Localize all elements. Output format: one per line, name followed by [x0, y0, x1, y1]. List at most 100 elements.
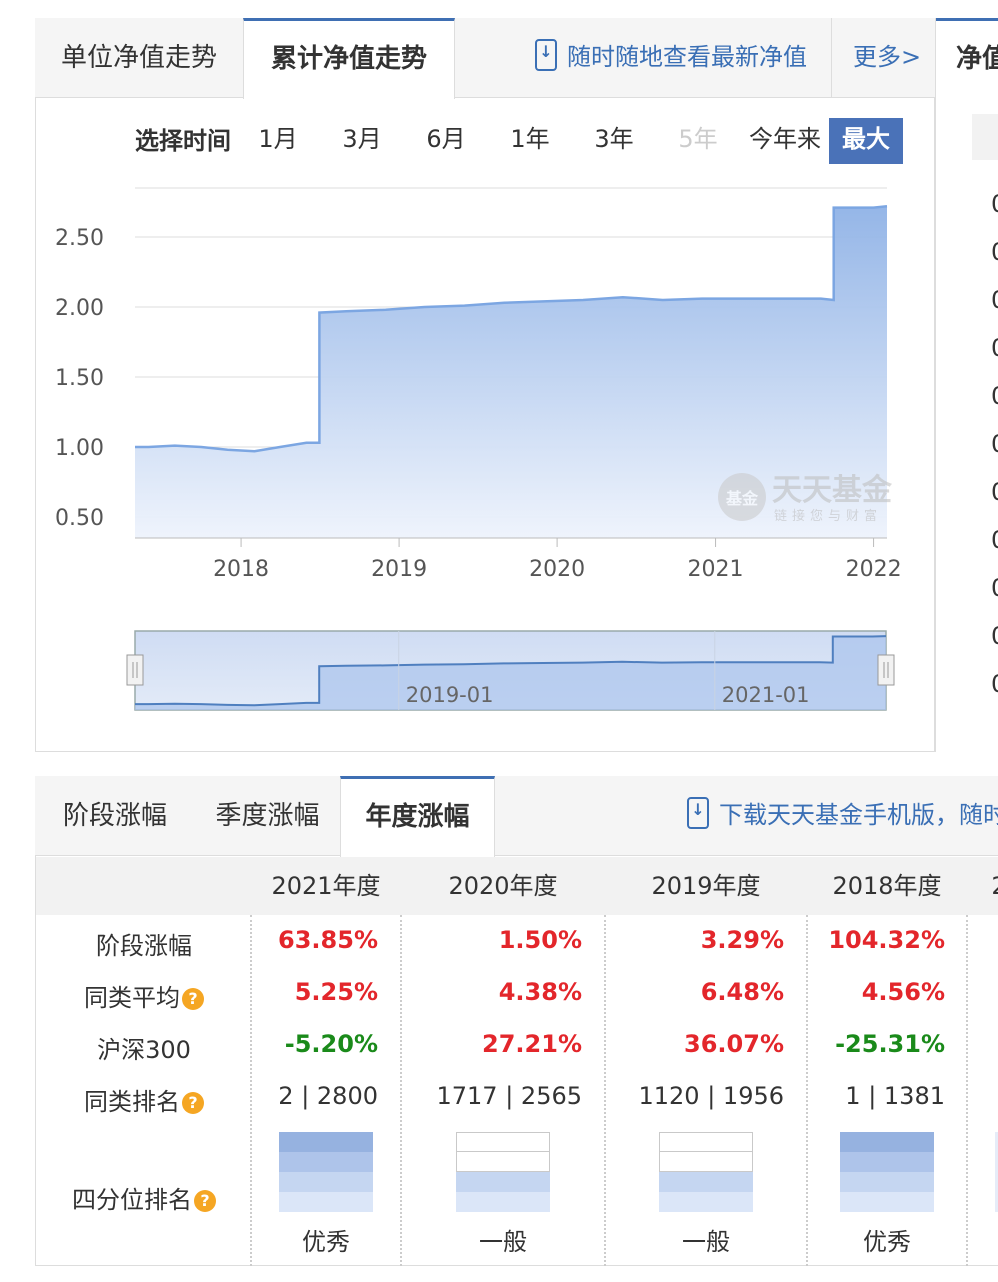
phone-download-icon: [687, 797, 709, 829]
row-label-peer-average: 同类平均?: [44, 978, 244, 1013]
y-tick-label: 1.00: [55, 436, 104, 461]
hs300-2019: 36.07%: [684, 1030, 784, 1058]
peer-rank-2021: 2 | 2800: [278, 1082, 378, 1110]
help-icon[interactable]: ?: [194, 1190, 216, 1212]
navigator-right-handle[interactable]: [877, 654, 895, 686]
returns-tabbar: 阶段涨幅 季度涨幅 年度涨幅 下载天天基金手机版，随时: [35, 776, 998, 857]
mobile-promo-text: 随时随地查看最新净值: [567, 43, 807, 71]
quartile-segment: [659, 1132, 753, 1152]
column-divider: [966, 915, 968, 1266]
nav-history-value: 0: [991, 526, 998, 554]
column-divider: [400, 915, 402, 1266]
quartile-bar-2020: [456, 1132, 550, 1212]
divider: [831, 18, 832, 98]
y-tick-label: 2.00: [55, 296, 104, 321]
column-header-truncated: 2: [984, 857, 998, 915]
tab-stage-returns[interactable]: 阶段涨幅: [62, 801, 167, 831]
quartile-bar-2019: [659, 1132, 753, 1212]
range-3y-button[interactable]: 3年: [594, 125, 634, 153]
nav-history-value: 0: [991, 334, 998, 362]
column-divider: [604, 915, 606, 1266]
quartile-bar-2018: [840, 1132, 934, 1212]
cumulative-nav-chart: 基金 天天基金 链接您与财富 0.50 1.00 1.50 2.00 2.50 2018 2…: [55, 187, 902, 711]
quartile-segment: [840, 1132, 934, 1152]
watermark-logo: [718, 473, 766, 521]
stage-return-2021: 63.85%: [278, 926, 378, 954]
peer-rank-2018: 1 | 1381: [845, 1082, 945, 1110]
quartile-label-2019: 一般: [682, 1228, 730, 1256]
time-selector-label: 选择时间: [135, 127, 231, 155]
range-max-button[interactable]: 最大: [829, 118, 903, 164]
nav-history-value: 0: [991, 574, 998, 602]
watermark-slogan: 链接您与财富: [774, 508, 882, 524]
returns-panel: [35, 776, 998, 1266]
phone-download-icon: [535, 39, 557, 71]
quartile-label-2021: 优秀: [302, 1228, 350, 1256]
y-tick-label: 0.50: [55, 506, 104, 531]
quartile-segment: [279, 1172, 373, 1192]
hs300-2020: 27.21%: [482, 1030, 582, 1058]
stage-return-2018: 104.32%: [828, 926, 945, 954]
nav-history-value: 0: [991, 238, 998, 266]
nav-history-value: 0: [991, 622, 998, 650]
navigator-tick-label: 2021-01: [722, 683, 810, 707]
series-area: [135, 206, 887, 538]
tab-quarterly-returns[interactable]: 季度涨幅: [215, 801, 320, 831]
range-3m-button[interactable]: 3月: [342, 125, 382, 153]
tab-unit-nav[interactable]: 单位净值走势: [60, 43, 217, 73]
quartile-segment: [279, 1152, 373, 1172]
returns-mobile-promo-link[interactable]: 下载天天基金手机版，随时: [687, 776, 998, 856]
peer-average-2018: 4.56%: [861, 978, 945, 1006]
peer-rank-2019: 1120 | 1956: [638, 1082, 785, 1110]
returns-table-header: [36, 857, 998, 915]
navigator-left-handle[interactable]: [126, 654, 144, 686]
mobile-promo-link[interactable]: 随时随地查看最新净值: [535, 18, 807, 98]
y-tick-label: 2.50: [55, 226, 104, 251]
hs300-2021: -5.20%: [284, 1030, 378, 1058]
x-tick-label: 2021: [688, 557, 744, 582]
stage-return-2019: 3.29%: [700, 926, 784, 954]
quartile-segment: [659, 1172, 753, 1192]
range-1y-button[interactable]: 1年: [510, 125, 550, 153]
range-6m-button[interactable]: 6月: [426, 125, 466, 153]
column-divider: [806, 915, 808, 1266]
quartile-label: 四分位排名: [72, 1186, 192, 1214]
quartile-segment: [456, 1152, 550, 1172]
range-5y-button: 5年: [678, 125, 718, 153]
range-navigator: 2019-01 2021-01: [126, 630, 895, 711]
quartile-bar-truncated: [995, 1132, 998, 1212]
y-tick-label: 1.50: [55, 366, 104, 391]
chart-axes: 0.50 1.00 1.50 2.00 2.50 2018 2019 2020 2021 2022: [55, 226, 902, 582]
quartile-segment: [456, 1172, 550, 1192]
range-ytd-button[interactable]: 今年来: [749, 125, 821, 153]
series-line: [135, 204, 888, 453]
nav-history-value: 0: [991, 382, 998, 410]
nav-history-value: 0: [991, 190, 998, 218]
nav-chart-tabbar: 单位净值走势 累计净值走势 随时随地查看最新净值 更多>: [35, 18, 935, 99]
peer-average-label: 同类平均: [84, 984, 180, 1012]
quartile-segment: [279, 1192, 373, 1212]
quartile-segment: [456, 1192, 550, 1212]
nav-chart-panel: [35, 18, 935, 752]
peer-rank-2020: 1717 | 2565: [436, 1082, 583, 1110]
watermark-badge: 基金: [725, 489, 759, 508]
tab-cumulative-nav[interactable]: 累计净值走势: [243, 18, 455, 99]
tab-nav-history[interactable]: 净值: [936, 18, 998, 98]
range-1m-button[interactable]: 1月: [258, 125, 298, 153]
navigator-area: [135, 636, 886, 710]
hs300-2018: -25.31%: [835, 1030, 945, 1058]
help-icon[interactable]: ?: [182, 988, 204, 1010]
nav-history-value: 0: [991, 478, 998, 506]
more-link[interactable]: 更多>: [853, 43, 922, 71]
row-label-peer-rank: 同类排名?: [44, 1082, 244, 1117]
chart-series: [135, 204, 888, 538]
returns-mobile-promo-text: 下载天天基金手机版，随时: [719, 801, 998, 829]
help-icon[interactable]: ?: [182, 1092, 204, 1114]
row-label-quartile: 四分位排名?: [44, 1180, 244, 1215]
quartile-segment: [840, 1192, 934, 1212]
navigator-tick-label: 2019-01: [406, 683, 494, 707]
quartile-label-2018: 优秀: [863, 1228, 911, 1256]
quartile-segment: [456, 1132, 550, 1152]
peer-rank-label: 同类排名: [84, 1088, 180, 1116]
tab-annual-returns[interactable]: 年度涨幅: [340, 776, 495, 857]
